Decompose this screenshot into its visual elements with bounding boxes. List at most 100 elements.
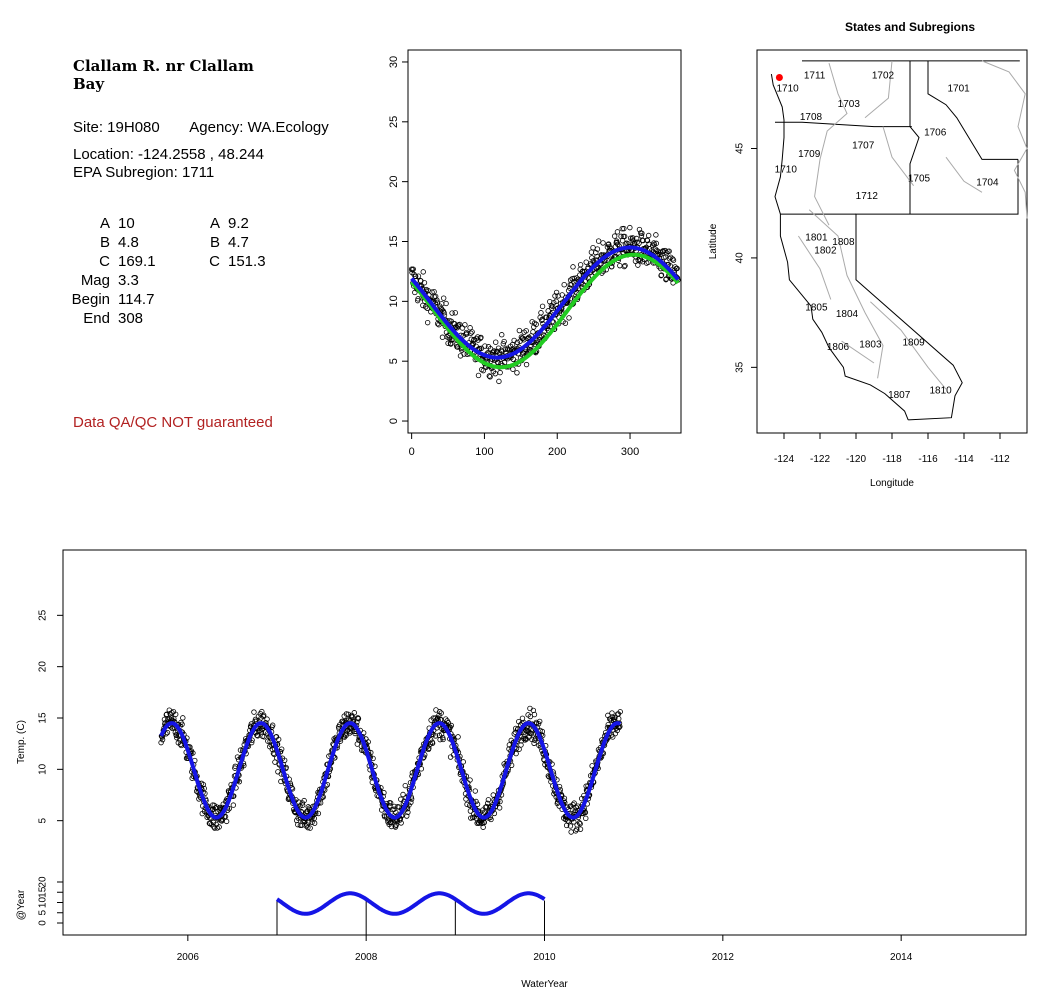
param-row: C 169.1 C 151.3: [58, 252, 312, 271]
data-point: [549, 303, 556, 310]
data-point: [566, 315, 572, 321]
y-tick-label: 25: [388, 116, 400, 128]
region-label: 1710: [775, 165, 798, 176]
data-point: [278, 746, 285, 752]
region-label: 1806: [827, 342, 850, 353]
data-point: [577, 262, 584, 268]
data-point: [588, 249, 595, 255]
x-tick-label: 2014: [890, 952, 913, 963]
x-tick-label: 2008: [355, 952, 378, 963]
x-axis-label: WaterYear: [521, 979, 568, 990]
data-point: [158, 739, 164, 746]
data-point: [437, 709, 443, 715]
fit-parameters-table: A 10 A 9.2 B 4.8 B 4.7 C 169.1 C 151.3 Mag 3.3 Begin 11…: [58, 214, 312, 328]
y-tick-label: 10: [38, 763, 49, 775]
region-label: 1705: [908, 173, 931, 184]
data-point: [469, 329, 475, 335]
data-point: [621, 263, 627, 270]
year-y-tick-label: 15: [38, 886, 49, 898]
map-panel: States and Subregions -124 -122 -120 -118 -11…: [708, 20, 1028, 489]
x-tick-label: -120: [846, 454, 866, 465]
data-point: [431, 288, 437, 295]
data-point: [636, 240, 642, 246]
data-point: [164, 711, 170, 717]
param-v1: 10: [118, 215, 135, 232]
data-point: [230, 802, 237, 808]
agency: Agency: WA.Ecology: [189, 119, 329, 136]
data-point: [572, 828, 579, 834]
region-label: 1810: [929, 386, 952, 397]
data-point: [674, 265, 680, 272]
data-point: [281, 757, 288, 763]
data-point: [486, 373, 493, 379]
x-tick-label: -116: [918, 454, 938, 465]
param-row: End 308: [58, 309, 312, 328]
x-tick-label: 2006: [177, 952, 200, 963]
data-point: [595, 238, 602, 244]
data-point: [402, 782, 408, 789]
data-point: [456, 321, 463, 328]
data-point: [467, 777, 473, 783]
data-point: [583, 815, 589, 822]
data-point: [501, 359, 508, 366]
data-point: [670, 256, 676, 262]
data-point: [571, 279, 577, 285]
data-point: [168, 715, 175, 721]
data-point: [398, 820, 404, 826]
data-point: [448, 722, 455, 729]
data-point: [365, 739, 371, 745]
data-point: [552, 293, 558, 299]
data-point: [547, 323, 553, 330]
param-row: Mag 3.3: [58, 271, 312, 290]
data-point: [570, 264, 576, 270]
data-point: [555, 293, 561, 299]
param-label: Mag: [80, 272, 110, 289]
y-tick-label: 15: [38, 712, 49, 724]
year-y-tick-label: 10: [38, 897, 49, 909]
data-point: [179, 721, 185, 728]
data-point: [483, 803, 490, 810]
y-tick-label: 20: [38, 661, 49, 673]
region-label: 1701: [947, 84, 970, 95]
data-point: [622, 262, 628, 269]
region-label: 1708: [800, 112, 823, 123]
data-point: [621, 225, 627, 232]
x-tick-label: 2012: [712, 952, 735, 963]
data-point: [589, 255, 595, 261]
site-marker: [775, 73, 783, 81]
data-point: [404, 813, 410, 819]
data-point: [539, 728, 546, 735]
data-point: [448, 337, 455, 343]
data-point: [275, 769, 281, 775]
data-point: [510, 366, 516, 372]
data-point: [440, 736, 446, 743]
x-tick-label: -122: [810, 454, 830, 465]
data-point: [609, 710, 615, 716]
plot-frame: [62, 549, 1027, 936]
y-tick-label: 20: [388, 176, 400, 188]
region-label: 1802: [814, 246, 837, 257]
param-v2: 9.2: [228, 215, 249, 232]
data-point: [381, 790, 387, 796]
year-axis-label: @Year: [16, 889, 27, 920]
data-point: [164, 729, 171, 736]
map-frame: [756, 49, 1028, 434]
data-point: [567, 823, 574, 829]
data-point: [666, 248, 672, 254]
data-point: [496, 378, 502, 385]
data-point: [223, 818, 230, 825]
data-point: [441, 310, 447, 316]
fit-line: [159, 721, 622, 820]
y-axis-label: Temp. (C): [16, 720, 27, 764]
data-point: [571, 800, 577, 806]
data-point: [513, 750, 519, 757]
data-point: [458, 347, 465, 353]
yearly-fit-line: [275, 891, 546, 916]
state-border: [855, 159, 1019, 421]
data-point: [449, 310, 455, 316]
param-v2: 4.7: [228, 234, 249, 251]
region-label: 1704: [976, 178, 999, 189]
y-tick-label: 5: [388, 358, 400, 364]
data-point: [539, 303, 546, 310]
